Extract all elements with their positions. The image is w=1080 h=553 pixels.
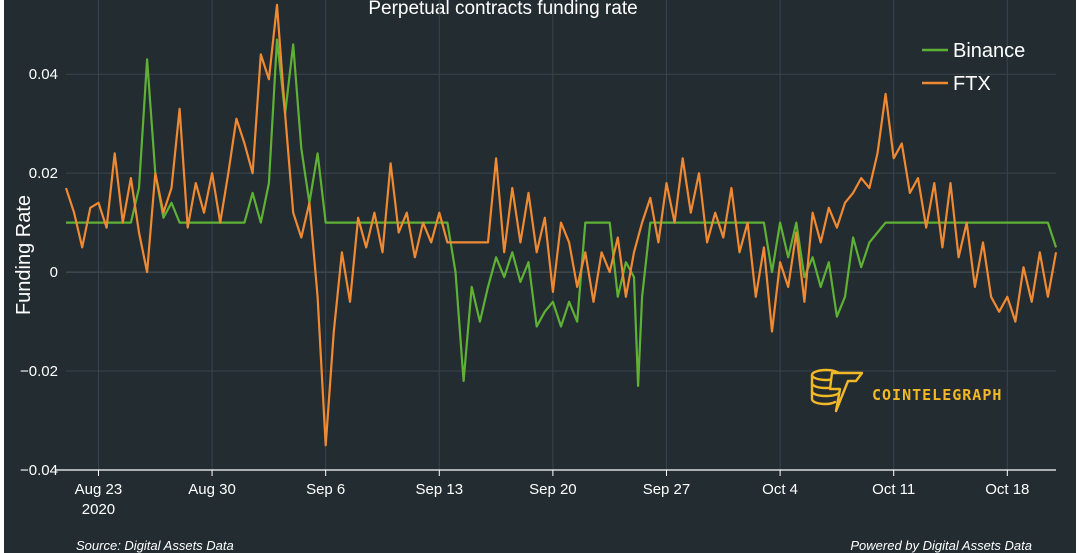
y-tick-label-1: 0.02 [29,165,58,182]
y-tick-label-4: −0.04 [20,462,58,479]
x-axis-ticks: Aug 23 2020 Aug 30 Sep 6 Sep 13 Sep 20 Sep 27 O… [75,0,1029,518]
x-tick-label-2: Sep 6 [306,481,345,498]
y-axis-title: Funding Rate [13,195,35,315]
x-tick-label-4: Sep 20 [529,481,577,498]
x-tick-label-5: Sep 27 [643,481,691,498]
legend-label-ftx: FTX [953,73,991,95]
footer-source: Source: Digital Assets Data [76,538,234,553]
y-tick-label-3: −0.02 [20,363,58,380]
funding-rate-chart: Perpetual contracts funding rate 0.040.0… [13,0,1058,553]
y-axis-ticks: 0.04 0.02 0 −0.02 −0.04 [20,66,58,479]
brand-name: COINTELEGRAPH [872,386,1002,404]
series-line-ftx [64,3,1058,447]
cointelegraph-logo-icon [810,368,864,413]
chart-card: Perpetual contracts funding rate 0.04 0.0… [4,0,1076,553]
legend: Binance FTX [922,40,1025,95]
series-line-binance [66,38,1058,387]
gridlines [66,73,1056,372]
legend-label-binance: Binance [953,40,1025,62]
brand-logo: COINTELEGRAPH [810,368,1002,413]
series-lines [64,3,1058,447]
footer-powered: Powered by Digital Assets Data [850,538,1032,553]
x-tick-sublabel-0: 2020 [82,501,115,518]
x-tick-label-0: Aug 23 [75,481,123,498]
chart-title: Perpetual contracts funding rate [368,0,637,19]
y-tick-label-0: 0.04 [29,66,58,83]
x-tick-label-1: Aug 30 [188,481,236,498]
x-tick-label-3: Sep 13 [416,481,464,498]
x-tick-label-6: Oct 4 [762,481,798,498]
x-tick-label-7: Oct 11 [872,481,915,498]
x-tick-label-8: Oct 18 [985,481,1029,498]
y-tick-label-2: 0 [50,264,58,281]
